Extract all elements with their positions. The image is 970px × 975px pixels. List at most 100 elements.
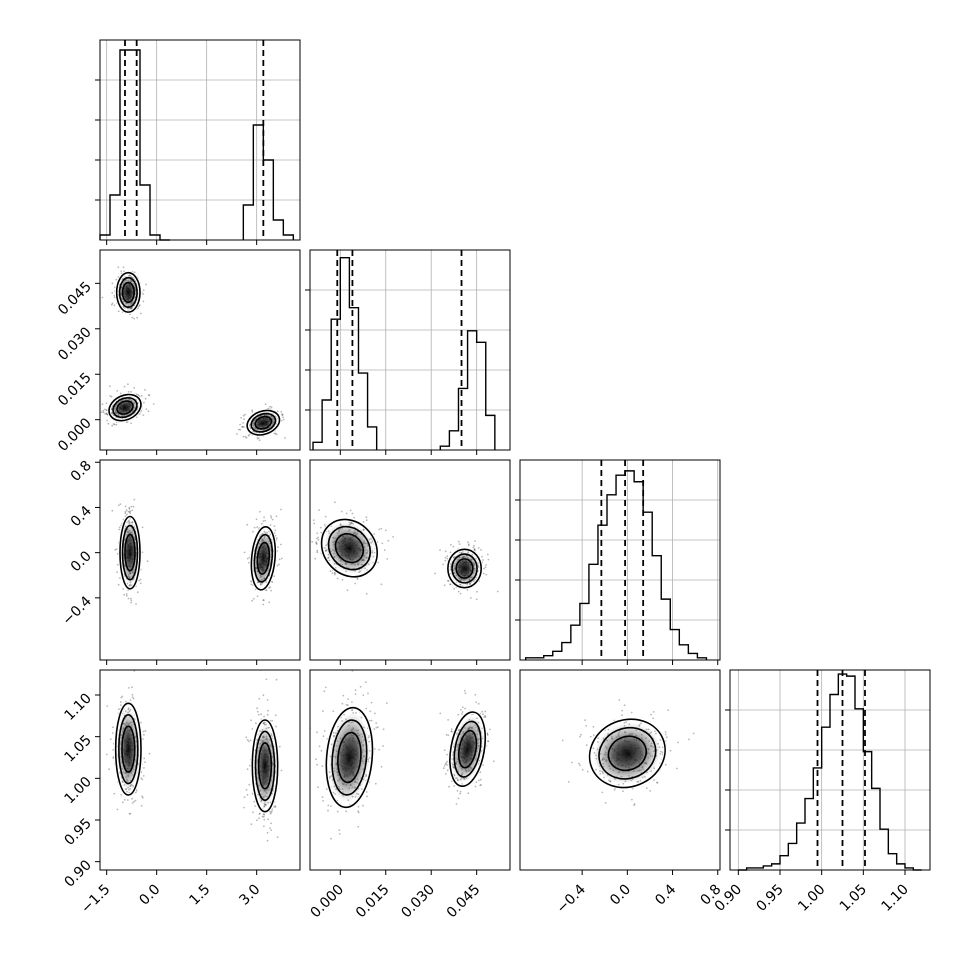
scatter-point: [263, 715, 265, 718]
scatter-point: [275, 725, 277, 728]
scatter-point: [134, 799, 137, 802]
scatter-point: [455, 803, 458, 805]
scatter-point: [365, 519, 368, 522]
density-layer: [105, 670, 283, 842]
scatter-point: [244, 413, 246, 416]
scatter-point: [122, 588, 125, 590]
scatter-point: [128, 506, 131, 509]
scatter-point: [127, 687, 130, 689]
scatter-point: [677, 741, 679, 744]
scatter-point: [456, 789, 459, 792]
scatter-point: [248, 561, 250, 564]
x-tick-label: −1.5: [78, 882, 113, 917]
histogram-bars: [524, 470, 708, 660]
scatter-point: [622, 790, 624, 793]
scatter-point: [625, 721, 628, 723]
scatter-point: [586, 770, 589, 773]
scatter-point: [463, 689, 466, 692]
scatter-point: [100, 411, 103, 413]
scatter-point: [256, 819, 258, 822]
scatter-point: [126, 513, 128, 516]
scatter-point: [266, 699, 269, 701]
scatter-point: [567, 781, 570, 783]
scatter-point: [269, 524, 272, 526]
scatter-point: [327, 804, 330, 807]
scatter-point: [113, 423, 116, 426]
scatter-point: [459, 592, 462, 595]
contour: [119, 515, 141, 590]
scatter-point: [377, 561, 379, 564]
scatter-point: [240, 416, 243, 419]
scatter-point: [127, 799, 129, 801]
scatter-point: [140, 777, 143, 780]
scatter-point: [486, 734, 489, 736]
scatter-point: [485, 573, 488, 576]
scatter-point: [486, 553, 489, 556]
scatter-point: [117, 310, 120, 313]
scatter-point: [483, 716, 485, 718]
scatter-point: [278, 558, 281, 561]
scatter-point: [584, 719, 586, 722]
scatter-point: [249, 739, 252, 742]
scatter-point: [266, 713, 269, 716]
contour: [116, 400, 134, 415]
scatter-point: [457, 540, 460, 543]
scatter-point: [270, 589, 272, 592]
scatter-point: [258, 817, 260, 820]
scatter-point: [105, 409, 108, 411]
scatter-point: [370, 661, 372, 663]
scatter-point: [245, 436, 248, 439]
y-tick-label: 0.95: [61, 816, 94, 849]
scatter-point: [347, 698, 349, 700]
scatter-point: [144, 397, 147, 400]
scatter-point: [131, 693, 134, 696]
scatter-point: [246, 768, 249, 771]
contour: [453, 720, 482, 778]
scatter-point: [121, 695, 124, 698]
scatter-point: [251, 792, 254, 795]
scatter-point: [274, 805, 276, 807]
scatter-point: [481, 555, 483, 558]
scatter-point: [366, 795, 368, 798]
scatter-point: [141, 778, 144, 781]
scatter-point: [131, 696, 134, 698]
scatter-point: [113, 792, 116, 795]
scatter-point: [357, 825, 360, 828]
scatter-point: [243, 551, 246, 554]
scatter-point: [258, 813, 261, 815]
scatter-point: [136, 591, 139, 594]
scatter-point: [256, 526, 259, 528]
scatter-point: [373, 748, 376, 750]
scatter-point: [464, 692, 467, 694]
scatter-point: [119, 503, 122, 505]
scatter-point: [439, 712, 442, 715]
scatter-point: [139, 304, 141, 306]
y-tick-label: 0.0: [68, 548, 95, 575]
y-tick-label: 1.00: [61, 774, 94, 807]
panel-frame: [519, 669, 721, 871]
scatter-point: [467, 541, 469, 543]
scatter-point: [307, 524, 309, 526]
scatter-point: [141, 795, 144, 798]
scatter-point: [485, 564, 487, 566]
contour: [327, 525, 372, 571]
scatter-point: [123, 593, 126, 596]
scatter-point: [250, 823, 253, 826]
scatter-point: [131, 316, 134, 319]
scatter-point: [113, 296, 116, 299]
scatter-point: [324, 686, 327, 689]
scatter-point: [142, 300, 145, 303]
panel-3-2: −0.4 0.0 0.4 0.8: [519, 669, 725, 917]
scatter-point: [374, 712, 376, 715]
scatter-point: [146, 560, 149, 563]
histogram-bars: [99, 49, 295, 241]
scatter-point: [585, 725, 588, 727]
scatter-point: [242, 414, 245, 417]
scatter-point: [383, 549, 386, 551]
scatter-point: [274, 714, 277, 717]
y-tick-label: −0.4: [59, 593, 94, 628]
contour: [108, 393, 142, 422]
scatter-point: [322, 710, 324, 713]
scatter-point: [656, 781, 659, 784]
scatter-point: [102, 411, 105, 414]
